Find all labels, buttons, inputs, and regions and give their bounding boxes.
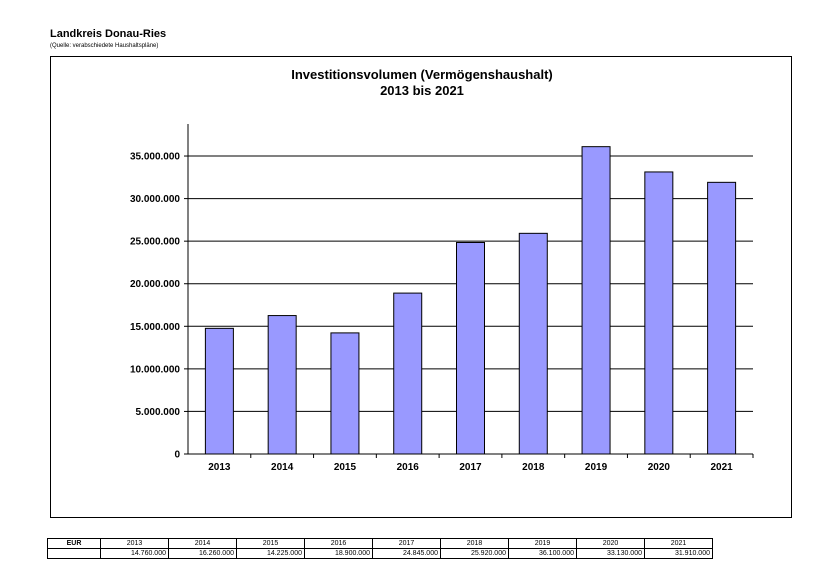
y-tick-label: 0 <box>174 450 180 461</box>
x-tick-label: 2016 <box>397 462 420 473</box>
y-tick-label: 25.000.000 <box>130 237 180 248</box>
table-header-cell: 2017 <box>372 538 441 549</box>
table-row-label: EUR <box>47 538 101 549</box>
chart-subtitle: 2013 bis 2021 <box>380 83 464 98</box>
table-cell: 14.760.000 <box>100 548 169 559</box>
table-cell: 31.910.000 <box>644 548 713 559</box>
x-tick-label: 2021 <box>710 462 733 473</box>
table-header-cell: 2018 <box>440 538 509 549</box>
x-tick-label: 2019 <box>585 462 608 473</box>
table-cell: 18.900.000 <box>304 548 373 559</box>
table-row-label-empty <box>47 548 101 559</box>
x-tick-label: 2015 <box>334 462 357 473</box>
table-header-cell: 2021 <box>644 538 713 549</box>
table-header-cell: 2016 <box>304 538 373 549</box>
table-row: 14.760.000 16.260.000 14.225.000 18.900.000… <box>47 548 713 559</box>
table-header-cell: 2020 <box>576 538 645 549</box>
chart-title: Investitionsvolumen (Vermögenshaushalt) <box>291 67 553 82</box>
table-cell: 25.920.000 <box>440 548 509 559</box>
table-cell: 24.845.000 <box>372 548 441 559</box>
bar <box>204 327 234 455</box>
bar <box>707 181 737 455</box>
bar <box>644 171 674 455</box>
y-tick-label: 10.000.000 <box>130 364 180 375</box>
x-tick-label: 2018 <box>522 462 545 473</box>
y-tick-label: 5.000.000 <box>136 407 181 418</box>
bar <box>581 146 611 455</box>
table-cell: 33.130.000 <box>576 548 645 559</box>
x-tick-label: 2013 <box>208 462 231 473</box>
y-tick-label: 35.000.000 <box>130 152 180 163</box>
bar-chart: 0 5.000.000 10.000.000 15.000.000 20.000.000… <box>130 124 754 473</box>
source-note: (Quelle: verabschiedete Haushaltspläne) <box>50 43 159 49</box>
table-header-cell: 2013 <box>100 538 169 549</box>
page-title: Landkreis Donau-Ries <box>50 28 167 40</box>
bar <box>267 315 297 455</box>
table-cell: 14.225.000 <box>236 548 305 559</box>
x-tick-label: 2014 <box>271 462 294 473</box>
table-header-cell: 2019 <box>508 538 577 549</box>
x-tick-label: 2020 <box>648 462 671 473</box>
bar <box>518 232 548 455</box>
data-table: EUR 2013 2014 2015 2016 2017 2018 2019 2020 2021… <box>47 538 713 559</box>
y-tick-label: 30.000.000 <box>130 194 180 205</box>
chart-title-block: Investitionsvolumen (Vermögenshaushalt) … <box>51 67 793 99</box>
y-tick-label: 15.000.000 <box>130 322 180 333</box>
table-cell: 36.100.000 <box>508 548 577 559</box>
y-tick-label: 20.000.000 <box>130 279 180 290</box>
table-header-row: EUR 2013 2014 2015 2016 2017 2018 2019 2020 2021 <box>47 538 713 549</box>
table-header-cell: 2015 <box>236 538 305 549</box>
bar <box>456 241 485 455</box>
chart-frame: 0 5.000.000 10.000.000 15.000.000 20.000.000… <box>50 56 792 518</box>
bar <box>330 332 360 455</box>
x-tick-label: 2017 <box>459 462 482 473</box>
bar <box>393 292 423 455</box>
table-header-cell: 2014 <box>168 538 237 549</box>
table-cell: 16.260.000 <box>168 548 237 559</box>
